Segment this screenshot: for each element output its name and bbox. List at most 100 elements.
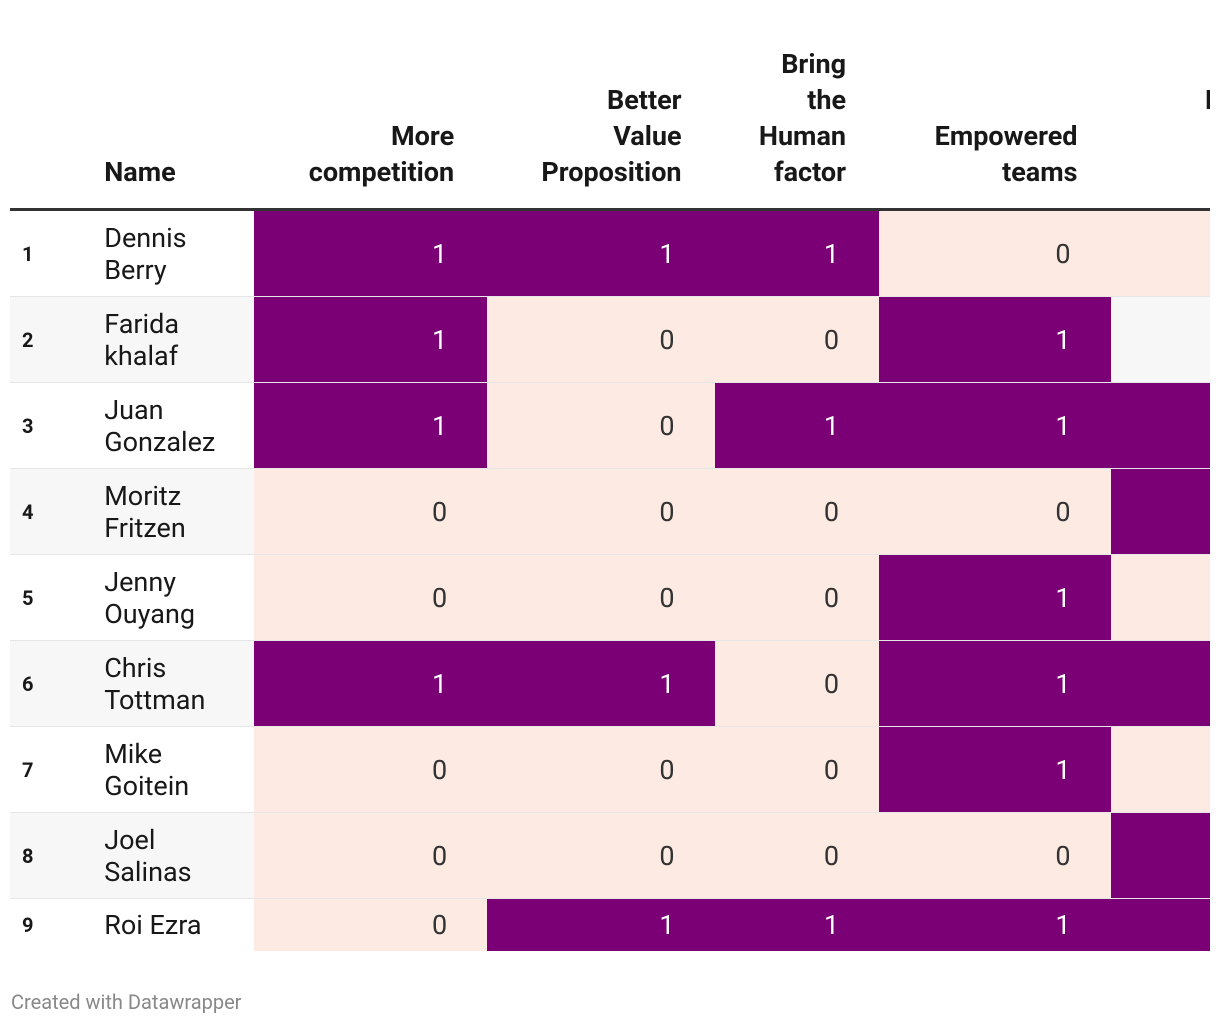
value-cell: 0 <box>879 812 1111 899</box>
value-cell: 0 <box>879 209 1111 297</box>
name-cell: Jenny Ouyang <box>91 554 254 641</box>
value-cell: 1 <box>253 640 488 727</box>
value-cell: 1 <box>879 554 1111 641</box>
value-cell: 0 <box>487 812 715 899</box>
column-header: More competition <box>253 0 488 211</box>
data-table: Name More competition Better Value Proposi… <box>10 0 1210 951</box>
column-header-text: More competition <box>308 120 455 188</box>
name-text: Jenny Ouyang <box>104 565 196 630</box>
column-header-text: Bring the Human factor <box>758 48 847 188</box>
value-cell: 0 <box>253 898 488 951</box>
value-cell: 0 <box>1110 726 1210 813</box>
value-cell: 1 <box>879 726 1111 813</box>
column-header: Better Value Proposition <box>487 0 715 211</box>
rank-cell: 8 <box>10 812 92 899</box>
value-cell: 0 <box>1110 209 1210 297</box>
value-cell: 1 <box>487 898 715 951</box>
value-cell: 0 <box>714 468 880 555</box>
value-cell: 1 <box>253 209 488 297</box>
value-cell: 1 <box>1110 468 1210 555</box>
name-cell: Joel Salinas <box>91 812 254 899</box>
name-cell: Juan Gonzalez <box>91 382 254 469</box>
value-cell: 0 <box>487 382 715 469</box>
column-header-text: Empowered teams <box>934 120 1078 188</box>
rank-cell: 5 <box>10 554 92 641</box>
value-cell: 1 <box>714 209 880 297</box>
value-cell: 0 <box>714 812 880 899</box>
value-cell: 0 <box>714 726 880 813</box>
name-text: Mike Goitein <box>104 737 190 802</box>
value-cell: 1 <box>487 640 715 727</box>
footer: Created with Datawrapper <box>11 990 242 1014</box>
value-cell: 0 <box>487 726 715 813</box>
table-row: 2 Farida khalaf 1 0 0 1 <box>10 296 1210 383</box>
rank-cell: 6 <box>10 640 92 727</box>
value-cell: 1 <box>879 640 1111 727</box>
rank-cell: 7 <box>10 726 92 813</box>
value-cell: 1 <box>1110 812 1210 899</box>
name-cell: Farida khalaf <box>91 296 254 383</box>
header-row: Name More competition Better Value Proposi… <box>10 0 1210 211</box>
column-header: Empowered teams <box>879 0 1111 211</box>
value-cell: 1 <box>879 296 1111 383</box>
value-cell: 0 <box>253 812 488 899</box>
table-wrapper: Name More competition Better Value Proposi… <box>10 0 1210 951</box>
column-header: Leveling Playing Field <box>1110 0 1210 211</box>
name-text: Farida khalaf <box>104 307 180 372</box>
name-text: Moritz Fritzen <box>104 479 186 544</box>
value-cell: 0 <box>253 554 488 641</box>
value-cell: 1 <box>1110 898 1210 951</box>
rank-header <box>10 0 92 211</box>
value-cell: 0 <box>1110 554 1210 641</box>
value-cell: 0 <box>714 296 880 383</box>
rank-cell: 4 <box>10 468 92 555</box>
name-text: Chris Tottman <box>104 651 206 716</box>
value-cell: 1 <box>253 296 488 383</box>
rank-cell: 9 <box>10 898 92 951</box>
value-cell: 1 <box>879 382 1111 469</box>
value-cell: 0 <box>879 468 1111 555</box>
value-cell: 1 <box>253 382 488 469</box>
value-cell: 0 <box>487 554 715 641</box>
value-cell: 0 <box>487 296 715 383</box>
name-text: Dennis Berry <box>104 221 187 286</box>
value-cell: 1 <box>487 209 715 297</box>
rank-cell: 1 <box>10 209 92 297</box>
value-cell: 0 <box>487 468 715 555</box>
name-cell: Chris Tottman <box>91 640 254 727</box>
value-cell: 1 <box>714 898 880 951</box>
value-cell: 1 <box>879 898 1111 951</box>
value-cell: 1 <box>1110 382 1210 469</box>
rank-cell: 2 <box>10 296 92 383</box>
name-cell: Roi Ezra <box>91 898 254 951</box>
name-text: Juan Gonzalez <box>104 393 216 458</box>
name-text: Roi Ezra <box>104 909 202 941</box>
name-text: Joel Salinas <box>104 823 192 888</box>
column-header: Name <box>91 0 254 211</box>
column-header-text: Leveling Playing Field <box>1205 82 1210 190</box>
value-cell: 0 <box>253 468 488 555</box>
empty-cell <box>1110 296 1210 383</box>
value-cell: 0 <box>714 640 880 727</box>
name-cell: Mike Goitein <box>91 726 254 813</box>
column-header-text: Better Value Proposition <box>541 84 682 188</box>
name-cell: Dennis Berry <box>91 209 254 297</box>
column-header: Bring the Human factor <box>714 0 880 211</box>
rank-cell: 3 <box>10 382 92 469</box>
name-cell: Moritz Fritzen <box>91 468 254 555</box>
column-header-text: Name <box>104 156 176 188</box>
value-cell: 0 <box>253 726 488 813</box>
value-cell: 1 <box>1110 640 1210 727</box>
value-cell: 1 <box>714 382 880 469</box>
value-cell: 0 <box>714 554 880 641</box>
